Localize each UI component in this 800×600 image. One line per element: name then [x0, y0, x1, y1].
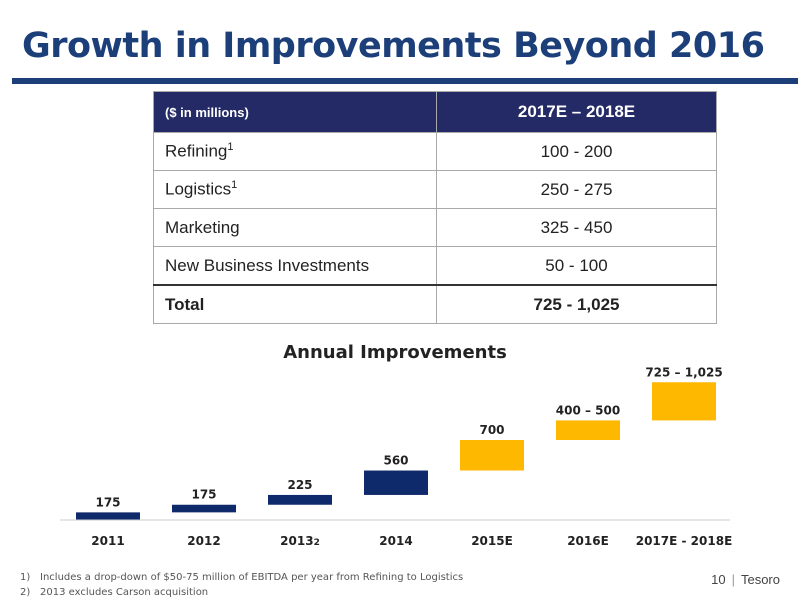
- table-row-value: 50 - 100: [436, 246, 717, 286]
- table-row: New Business Investments 50 - 100: [153, 246, 717, 286]
- table-row-value: 100 - 200: [436, 132, 717, 171]
- table-row: Logistics1 250 - 275: [153, 170, 717, 209]
- table-row-value: 250 - 275: [436, 170, 717, 209]
- table-row-label: Logistics1: [153, 170, 437, 209]
- chart-tick-label: 20132: [280, 534, 320, 548]
- chart-tick-label: 2016E: [567, 534, 609, 548]
- chart-bar: [460, 440, 524, 471]
- table-row-label: New Business Investments: [153, 246, 437, 286]
- chart-bar: [652, 382, 716, 421]
- table-header-period: 2017E – 2018E: [436, 91, 717, 133]
- page-footer: 10 | Tesoro: [711, 572, 780, 587]
- chart-bar: [556, 420, 620, 441]
- footnotes: 1) Includes a drop-down of $50-75 million…: [20, 570, 463, 600]
- chart-tick-label: 2014: [379, 534, 412, 548]
- company-name: Tesoro: [740, 572, 780, 587]
- chart-data-label: 700: [479, 423, 504, 437]
- table-row: Refining1 100 - 200: [153, 132, 717, 171]
- title-underline: [12, 78, 798, 84]
- page-number: 10: [711, 572, 726, 587]
- chart-data-label: 225: [287, 478, 312, 492]
- footnote: 2) 2013 excludes Carson acquisition: [20, 587, 209, 598]
- slide-title: Growth in Improvements Beyond 2016: [22, 26, 765, 66]
- table-total-row: Total 725 - 1,025: [153, 284, 717, 324]
- table-row-value: 325 - 450: [436, 208, 717, 247]
- chart-data-label: 400 – 500: [556, 403, 620, 417]
- chart-data-label: 725 – 1,025: [645, 365, 722, 379]
- chart-bar: [364, 470, 428, 495]
- chart-bar: [76, 512, 140, 520]
- chart-tick-label: 2011: [91, 534, 124, 548]
- chart-tick-label: 2015E: [471, 534, 513, 548]
- table-row: Marketing 325 - 450: [153, 208, 717, 247]
- chart-tick-label: 2017E - 2018E: [636, 534, 733, 548]
- table-row-label: Marketing: [153, 208, 437, 247]
- footnote: 1) Includes a drop-down of $50-75 million…: [20, 572, 464, 583]
- improvements-table: ($ in millions) 2017E – 2018E Refining1 …: [153, 91, 717, 324]
- chart-bar: [268, 494, 332, 505]
- annual-improvements-chart: Annual Improvements 175 2011 175 2012 225 201…: [60, 342, 733, 548]
- table-total-label: Total: [153, 284, 437, 324]
- table-header-row: ($ in millions) 2017E – 2018E: [153, 91, 717, 133]
- chart-data-label: 175: [95, 495, 120, 509]
- chart-bar: [172, 504, 236, 513]
- chart-title: Annual Improvements: [283, 342, 507, 363]
- chart-data-label: 175: [191, 488, 216, 502]
- footer-separator: |: [731, 572, 735, 587]
- chart-data-label: 560: [383, 454, 408, 468]
- table-total-value: 725 - 1,025: [436, 284, 717, 324]
- table-header-units: ($ in millions): [153, 91, 437, 133]
- table-row-label: Refining1: [153, 132, 437, 171]
- chart-tick-label: 2012: [187, 534, 220, 548]
